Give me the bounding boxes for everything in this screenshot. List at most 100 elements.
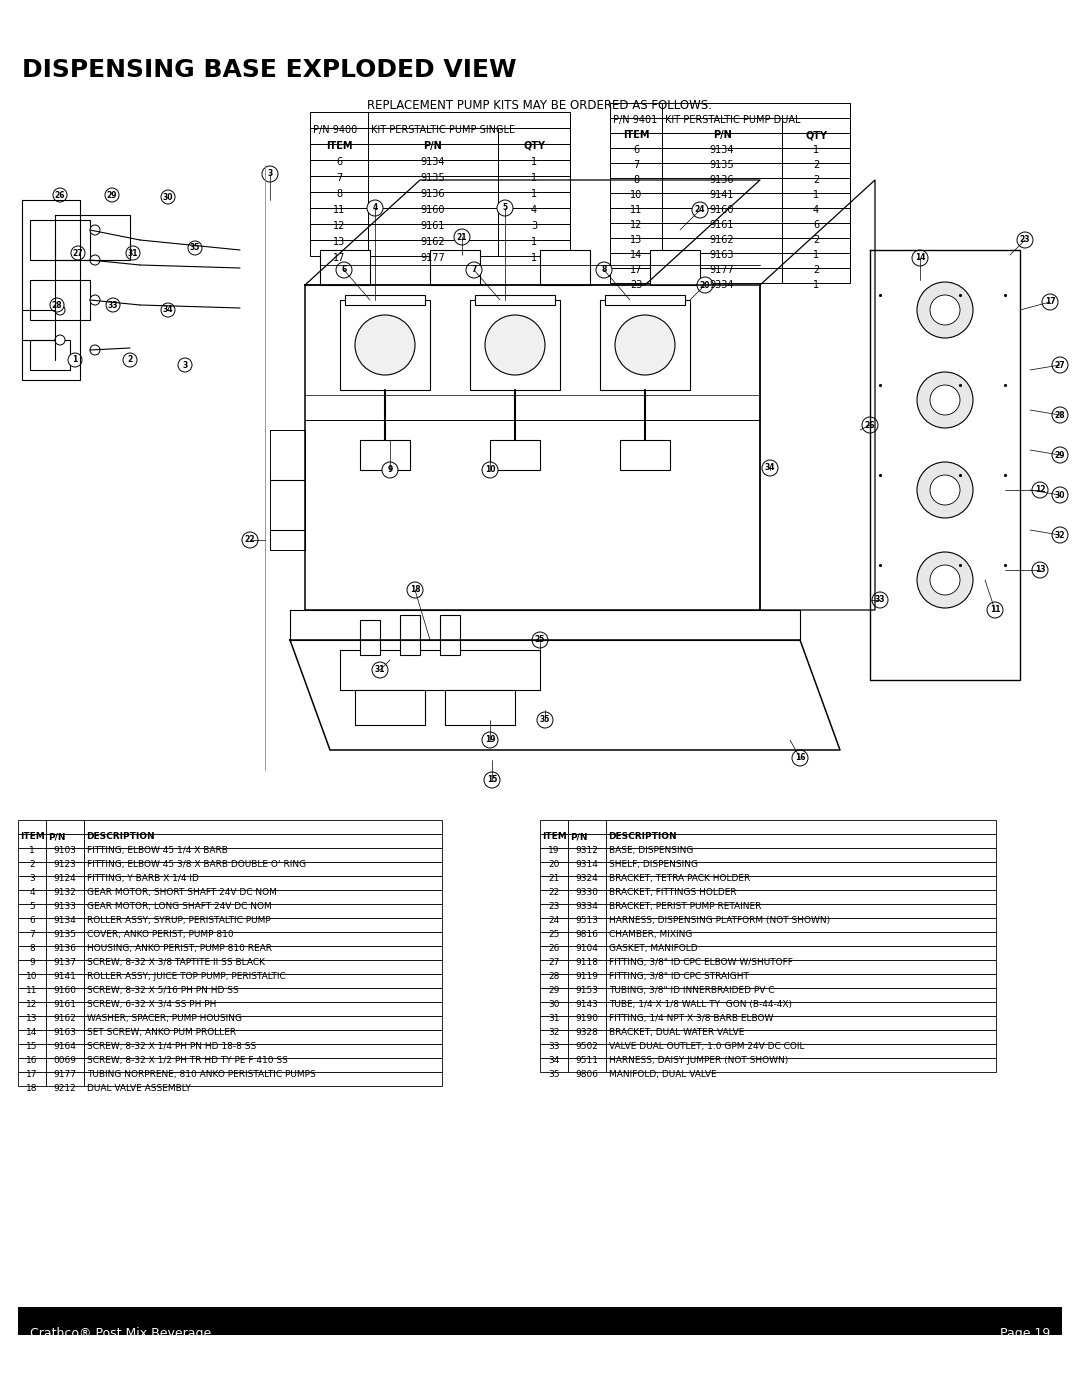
Text: 2: 2 — [813, 265, 819, 275]
Bar — [46, 960, 84, 974]
Circle shape — [917, 372, 973, 427]
Bar — [540, 974, 568, 988]
Text: ROLLER ASSY, SYRUP, PERISTALTIC PUMP: ROLLER ASSY, SYRUP, PERISTALTIC PUMP — [87, 916, 271, 925]
Bar — [540, 960, 568, 974]
Text: 29: 29 — [1055, 450, 1065, 460]
Bar — [18, 918, 46, 932]
Bar — [606, 890, 996, 904]
Bar — [46, 988, 84, 1002]
Bar — [540, 946, 568, 960]
Text: 4: 4 — [29, 888, 35, 897]
Bar — [568, 946, 606, 960]
Text: SET SCREW, ANKO PUM PROLLER: SET SCREW, ANKO PUM PROLLER — [87, 1028, 237, 1037]
Text: FITTING, ELBOW 45 1/4 X BARB: FITTING, ELBOW 45 1/4 X BARB — [87, 847, 228, 855]
Text: 6: 6 — [341, 265, 347, 274]
Bar — [310, 144, 368, 161]
Text: 30: 30 — [1055, 490, 1065, 500]
Text: 1: 1 — [531, 156, 537, 168]
Text: P/N: P/N — [423, 141, 443, 151]
Circle shape — [596, 263, 612, 278]
Circle shape — [697, 277, 713, 293]
Text: VALVE DUAL OUTLET, 1.0 GPM 24V DC COIL: VALVE DUAL OUTLET, 1.0 GPM 24V DC COIL — [609, 1042, 805, 1051]
Text: 9118: 9118 — [576, 958, 598, 967]
Text: QTY: QTY — [805, 130, 827, 140]
Text: 25: 25 — [549, 930, 559, 939]
Bar — [84, 932, 442, 946]
Text: 8: 8 — [633, 175, 639, 184]
Text: ITEM: ITEM — [623, 130, 649, 140]
Text: 29: 29 — [549, 986, 559, 995]
Text: 9162: 9162 — [54, 1014, 77, 1023]
Bar — [568, 988, 606, 1002]
Text: 9334: 9334 — [710, 279, 734, 291]
Circle shape — [1032, 482, 1048, 497]
Bar — [18, 974, 46, 988]
Circle shape — [407, 583, 423, 598]
Text: P/N: P/N — [48, 833, 66, 841]
Text: 20: 20 — [549, 861, 559, 869]
Bar — [310, 112, 368, 129]
Text: 4: 4 — [373, 204, 378, 212]
Bar — [498, 176, 570, 191]
Bar — [498, 144, 570, 161]
Text: 28: 28 — [1055, 411, 1065, 419]
Bar — [46, 862, 84, 876]
Text: 13: 13 — [1035, 566, 1045, 574]
Text: 22: 22 — [549, 888, 559, 897]
Text: 9163: 9163 — [54, 1028, 77, 1037]
Text: 35: 35 — [190, 243, 200, 253]
Bar — [782, 163, 850, 177]
Text: 9135: 9135 — [421, 173, 445, 183]
Text: DUAL VALVE ASSEMBLY: DUAL VALVE ASSEMBLY — [87, 1084, 191, 1092]
Bar — [610, 103, 662, 117]
Bar — [540, 834, 568, 848]
Text: 1: 1 — [72, 355, 78, 365]
Bar — [46, 918, 84, 932]
Text: BRACKET, TETRA PACK HOLDER: BRACKET, TETRA PACK HOLDER — [609, 875, 751, 883]
Text: 7: 7 — [29, 930, 35, 939]
Text: 29: 29 — [107, 190, 118, 200]
Bar — [498, 129, 570, 144]
Circle shape — [930, 475, 960, 504]
Bar — [568, 932, 606, 946]
Bar — [540, 1044, 568, 1058]
Text: 9162: 9162 — [710, 235, 734, 244]
Bar — [18, 904, 46, 918]
Bar — [782, 237, 850, 253]
Text: 1: 1 — [531, 173, 537, 183]
Bar — [498, 240, 570, 256]
Circle shape — [482, 732, 498, 747]
Bar — [568, 918, 606, 932]
Text: 8: 8 — [29, 944, 35, 953]
Bar — [368, 224, 498, 240]
Bar — [475, 295, 555, 305]
Text: ITEM: ITEM — [326, 141, 352, 151]
Text: WASHER, SPACER, PUMP HOUSING: WASHER, SPACER, PUMP HOUSING — [87, 1014, 242, 1023]
Circle shape — [1017, 232, 1032, 249]
Bar — [18, 890, 46, 904]
Text: 1: 1 — [813, 279, 819, 291]
Text: DESCRIPTION: DESCRIPTION — [86, 833, 154, 841]
Text: 0069: 0069 — [54, 1056, 77, 1065]
Bar — [18, 932, 46, 946]
Bar — [610, 224, 662, 237]
Text: TUBING NORPRENE, 810 ANKO PERISTALTIC PUMPS: TUBING NORPRENE, 810 ANKO PERISTALTIC PU… — [87, 1070, 315, 1078]
Text: FITTING, Y BARB X 1/4 ID: FITTING, Y BARB X 1/4 ID — [87, 875, 199, 883]
Text: QTY: QTY — [523, 141, 545, 151]
Bar — [610, 177, 662, 193]
Bar — [368, 112, 570, 129]
Bar — [84, 918, 442, 932]
Bar — [46, 848, 84, 862]
Text: FITTING, 1/4 NPT X 3/8 BARB ELBOW: FITTING, 1/4 NPT X 3/8 BARB ELBOW — [609, 1014, 773, 1023]
Bar — [368, 191, 498, 208]
Text: COVER, ANKO PERIST, PUMP 810: COVER, ANKO PERIST, PUMP 810 — [87, 930, 233, 939]
Bar — [84, 1030, 442, 1044]
Text: 33: 33 — [875, 595, 886, 605]
Text: 1: 1 — [29, 847, 35, 855]
Bar — [606, 932, 996, 946]
Bar — [610, 148, 662, 163]
Bar — [46, 1058, 84, 1071]
Bar — [610, 208, 662, 224]
Bar — [440, 615, 460, 655]
Text: BRACKET, PERIST PUMP RETAINER: BRACKET, PERIST PUMP RETAINER — [609, 902, 761, 911]
